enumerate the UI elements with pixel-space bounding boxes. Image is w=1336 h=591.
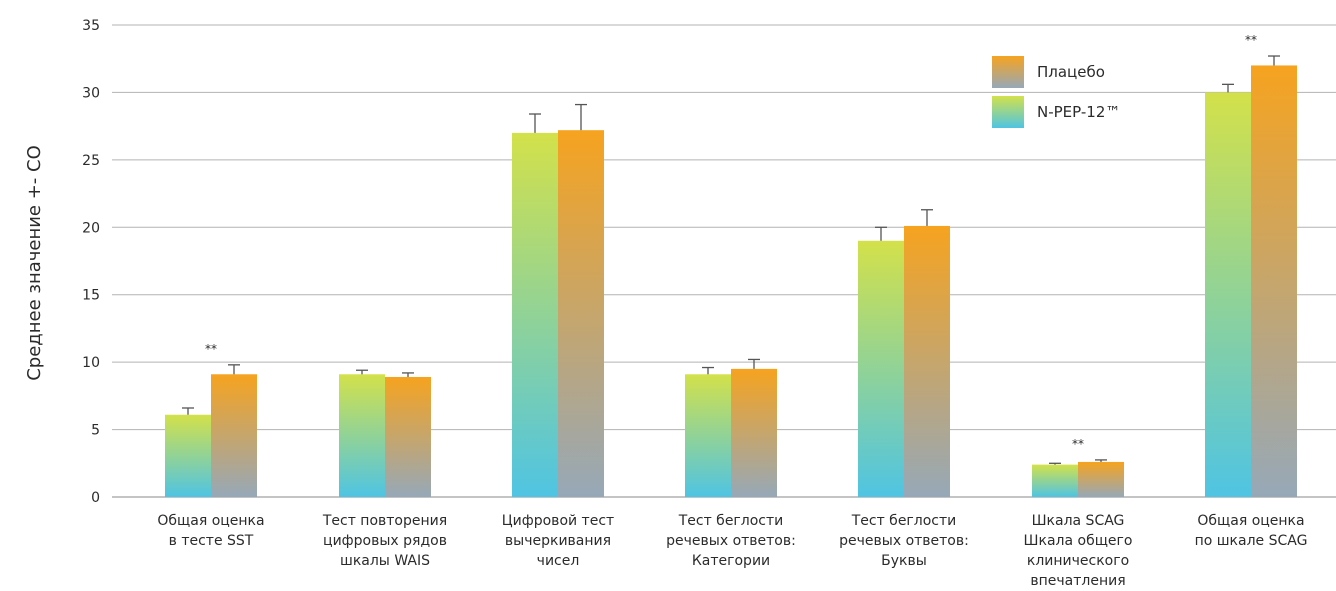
legend-swatch (992, 96, 1024, 128)
legend-swatch (992, 56, 1024, 88)
bar (731, 368, 777, 497)
y-tick-label: 35 (82, 18, 100, 34)
x-tick-label: Цифровой тест вычеркивания чисел (502, 513, 614, 569)
bar (1078, 461, 1124, 497)
legend: Плацебо N-PEP-12™ (992, 56, 1120, 128)
significance-label: ** (205, 342, 217, 356)
y-tick-label: 20 (82, 220, 100, 236)
legend-label: N-PEP-12™ (1037, 103, 1120, 121)
x-tick-label: Тест беглости речевых ответов: Буквы (839, 513, 969, 569)
bar (211, 374, 257, 497)
bar (558, 130, 604, 497)
y-tick-label: 30 (82, 85, 100, 101)
y-tick-label: 10 (82, 355, 100, 371)
significance-label: ** (1072, 437, 1084, 451)
bar (339, 374, 385, 497)
bar (165, 414, 211, 497)
x-tick-label: Тест беглости речевых ответов: Категории (666, 513, 796, 569)
x-tick-label: Общая оценка по шкале SCAG (1195, 513, 1308, 549)
y-tick-label: 15 (82, 288, 100, 304)
bar (1251, 65, 1297, 497)
bar-layer: ** ** ** (165, 33, 1297, 498)
y-axis-label: Среднее значение +- СО (24, 145, 45, 381)
y-tick-label: 0 (91, 490, 100, 506)
y-tick-label: 5 (91, 423, 100, 439)
bar (1205, 92, 1251, 497)
bar (385, 376, 431, 497)
x-tick-label: Общая оценка в тесте SST (157, 513, 264, 549)
bar (904, 225, 950, 498)
bar (685, 374, 731, 497)
y-tick-label: 25 (82, 153, 100, 169)
bar (858, 240, 904, 497)
x-tick-label: Шкала SCAG Шкала общего клинического впечат… (1024, 513, 1133, 589)
x-tick-label: Тест повторения цифровых рядов шкалы WAIS (322, 513, 447, 569)
bar (512, 132, 558, 497)
grid-layer: 0 5 10 15 20 25 30 35 (82, 18, 1336, 506)
label-layer: Общая оценка в тесте SST Тест повторения ци… (157, 513, 1307, 589)
legend-label: Плацебо (1037, 63, 1105, 81)
bar (1032, 464, 1078, 497)
significance-label: ** (1245, 33, 1257, 47)
